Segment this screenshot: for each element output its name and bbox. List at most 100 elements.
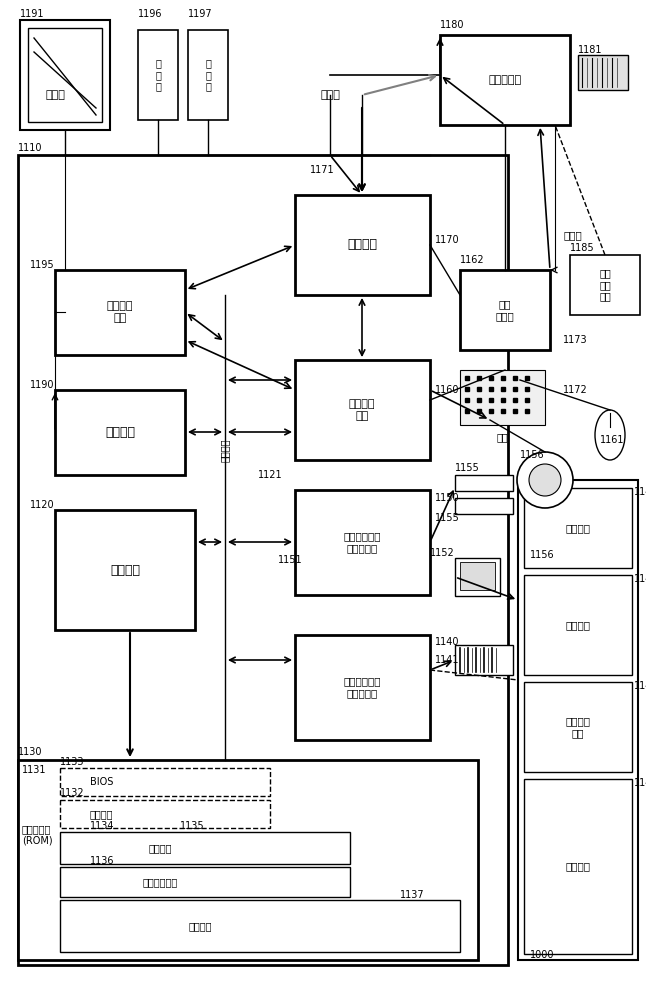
Bar [60, 768, 270, 796]
Text: 1195: 1195 [30, 260, 55, 270]
Text: 系统存储器
(ROM): 系统存储器 (ROM) [22, 824, 52, 846]
Text: 1144: 1144 [634, 487, 646, 497]
Text: 调制
解调器: 调制 解调器 [495, 299, 514, 321]
Bar [60, 867, 350, 897]
Text: 1110: 1110 [18, 143, 43, 153]
Text: 1160: 1160 [435, 385, 459, 395]
Text: 1137: 1137 [400, 890, 424, 900]
Text: 1145: 1145 [634, 574, 646, 584]
Text: 输出外围
接口: 输出外围 接口 [107, 301, 133, 323]
Text: 1197: 1197 [188, 9, 213, 19]
Text: 1152: 1152 [430, 548, 455, 558]
Bar [455, 475, 513, 491]
Text: 处理单元: 处理单元 [110, 564, 140, 576]
Bar [524, 779, 632, 954]
Text: 1133: 1133 [60, 757, 85, 767]
Text: 1134: 1134 [90, 821, 114, 831]
Text: 视频接口: 视频接口 [105, 426, 135, 438]
Text: 程序数据: 程序数据 [188, 921, 212, 931]
Bar [18, 760, 478, 960]
Text: 操作系统: 操作系统 [90, 809, 114, 819]
Ellipse shape [595, 410, 625, 460]
Bar [295, 195, 430, 295]
Bar [524, 575, 632, 675]
Text: 程序数据: 程序数据 [565, 861, 590, 871]
Bar [460, 562, 495, 590]
Text: 1121: 1121 [258, 470, 283, 480]
Circle shape [517, 452, 573, 508]
Text: 广域网: 广域网 [563, 230, 582, 240]
Bar [460, 370, 545, 425]
Bar [20, 20, 110, 130]
Text: 1181: 1181 [578, 45, 603, 55]
Text: 系统总线: 系统总线 [220, 438, 230, 462]
Text: 打
印
机: 打 印 机 [155, 58, 161, 92]
Bar [295, 635, 430, 740]
Bar [295, 490, 430, 595]
Bar [455, 558, 500, 596]
Text: 用户输入
接口: 用户输入 接口 [349, 399, 375, 421]
Text: 局域网: 局域网 [320, 90, 340, 100]
Text: 1156: 1156 [520, 450, 545, 460]
Text: 固定非易失性
存储器接口: 固定非易失性 存储器接口 [343, 676, 380, 698]
Text: 1162: 1162 [460, 255, 484, 265]
Bar [524, 488, 632, 568]
Text: 1196: 1196 [138, 9, 163, 19]
Bar [524, 682, 632, 772]
Text: 1132: 1132 [60, 788, 85, 798]
Bar [295, 360, 430, 460]
Bar [455, 498, 513, 514]
Text: 1130: 1130 [18, 747, 43, 757]
Circle shape [529, 464, 561, 496]
Text: 1140: 1140 [435, 637, 459, 647]
Text: 移动非易失性
存储器接口: 移动非易失性 存储器接口 [343, 531, 380, 553]
Bar [518, 480, 638, 960]
Text: 1147: 1147 [634, 778, 646, 788]
Text: 1185: 1185 [570, 243, 594, 253]
Text: 其他程序
模块: 其他程序 模块 [565, 716, 590, 738]
Text: 1141: 1141 [435, 655, 459, 665]
Bar [440, 35, 570, 125]
Bar [55, 390, 185, 475]
Text: 其他程序模块: 其他程序模块 [142, 877, 178, 887]
Text: 1190: 1190 [30, 380, 54, 390]
Text: 1173: 1173 [563, 335, 588, 345]
Text: 1155: 1155 [455, 463, 480, 473]
Bar [60, 832, 350, 864]
Bar [60, 800, 270, 828]
Text: 操作系统: 操作系统 [565, 523, 590, 533]
Text: 1155: 1155 [435, 513, 460, 523]
Text: BIOS: BIOS [90, 777, 114, 787]
Bar [455, 645, 513, 675]
Text: 1136: 1136 [90, 856, 114, 866]
Bar [60, 900, 460, 952]
Text: 1156: 1156 [530, 550, 555, 560]
Bar [460, 270, 550, 350]
Text: 1170: 1170 [435, 235, 459, 245]
Text: 监视器: 监视器 [45, 90, 65, 100]
Text: 1161: 1161 [600, 435, 625, 445]
Bar [578, 55, 628, 90]
Text: 1000: 1000 [530, 950, 554, 960]
Text: 1146: 1146 [634, 681, 646, 691]
Text: 1135: 1135 [180, 821, 205, 831]
Text: 1150: 1150 [435, 493, 459, 503]
Bar [570, 255, 640, 315]
Text: 应用程序: 应用程序 [565, 620, 590, 630]
Text: 1151: 1151 [278, 555, 302, 565]
Text: 1172: 1172 [563, 385, 588, 395]
Text: 1171: 1171 [310, 165, 335, 175]
Text: 远程计算机: 远程计算机 [488, 75, 521, 85]
Text: 应用程序: 应用程序 [148, 843, 172, 853]
Text: 远程
应用
程序: 远程 应用 程序 [599, 268, 611, 302]
Bar [55, 510, 195, 630]
Text: 1120: 1120 [30, 500, 55, 510]
Text: 扬
声
器: 扬 声 器 [205, 58, 211, 92]
Text: 1180: 1180 [440, 20, 464, 30]
Text: 网络接口: 网络接口 [347, 238, 377, 251]
Text: 1191: 1191 [20, 9, 45, 19]
Text: 1131: 1131 [22, 765, 47, 775]
Bar [188, 30, 228, 120]
Bar [55, 270, 185, 355]
Bar [28, 28, 102, 122]
